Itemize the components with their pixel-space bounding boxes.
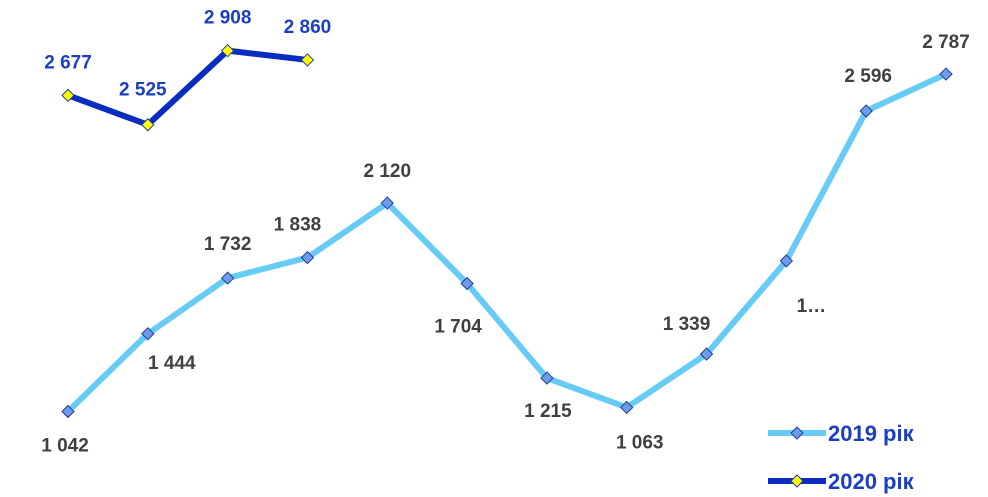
- data-label: 1 215: [524, 401, 572, 422]
- data-label: 1 339: [663, 314, 711, 335]
- data-label: 1…: [797, 296, 827, 317]
- point-marker: [540, 371, 554, 385]
- series-line: [65, 71, 948, 414]
- data-label: 1 063: [616, 432, 664, 453]
- data-label: 2 596: [844, 66, 892, 87]
- point-marker: [220, 43, 235, 58]
- series-line: [66, 47, 308, 128]
- data-label: 2 908: [204, 8, 252, 29]
- point-marker: [220, 271, 235, 285]
- data-label: 1 444: [148, 353, 196, 374]
- data-label: 2 677: [44, 52, 92, 73]
- data-label: 2 120: [363, 161, 411, 182]
- data-label: 1 042: [41, 436, 89, 457]
- point-marker: [939, 67, 953, 81]
- point-marker: [620, 400, 634, 415]
- point-marker: [61, 404, 75, 419]
- point-marker: [699, 347, 714, 361]
- data-label: 2 525: [119, 80, 167, 101]
- point-marker: [460, 276, 474, 291]
- point-marker: [300, 53, 315, 67]
- data-label: 1 838: [274, 215, 322, 236]
- legend-marker: [790, 426, 804, 440]
- legend-label: 2020 рік: [828, 469, 915, 494]
- data-label: 1 732: [204, 234, 252, 255]
- point-marker: [141, 327, 155, 341]
- point-marker: [141, 118, 155, 132]
- point-marker: [61, 88, 75, 103]
- data-label: 1 704: [434, 317, 482, 338]
- legend-marker: [790, 474, 804, 488]
- point-marker: [779, 254, 794, 268]
- point-marker: [300, 250, 315, 265]
- point-marker: [859, 104, 873, 118]
- data-label: 2 787: [922, 32, 970, 53]
- data-label: 2 860: [284, 17, 332, 38]
- point-marker: [380, 196, 394, 210]
- legend-label: 2019 рік: [828, 421, 915, 446]
